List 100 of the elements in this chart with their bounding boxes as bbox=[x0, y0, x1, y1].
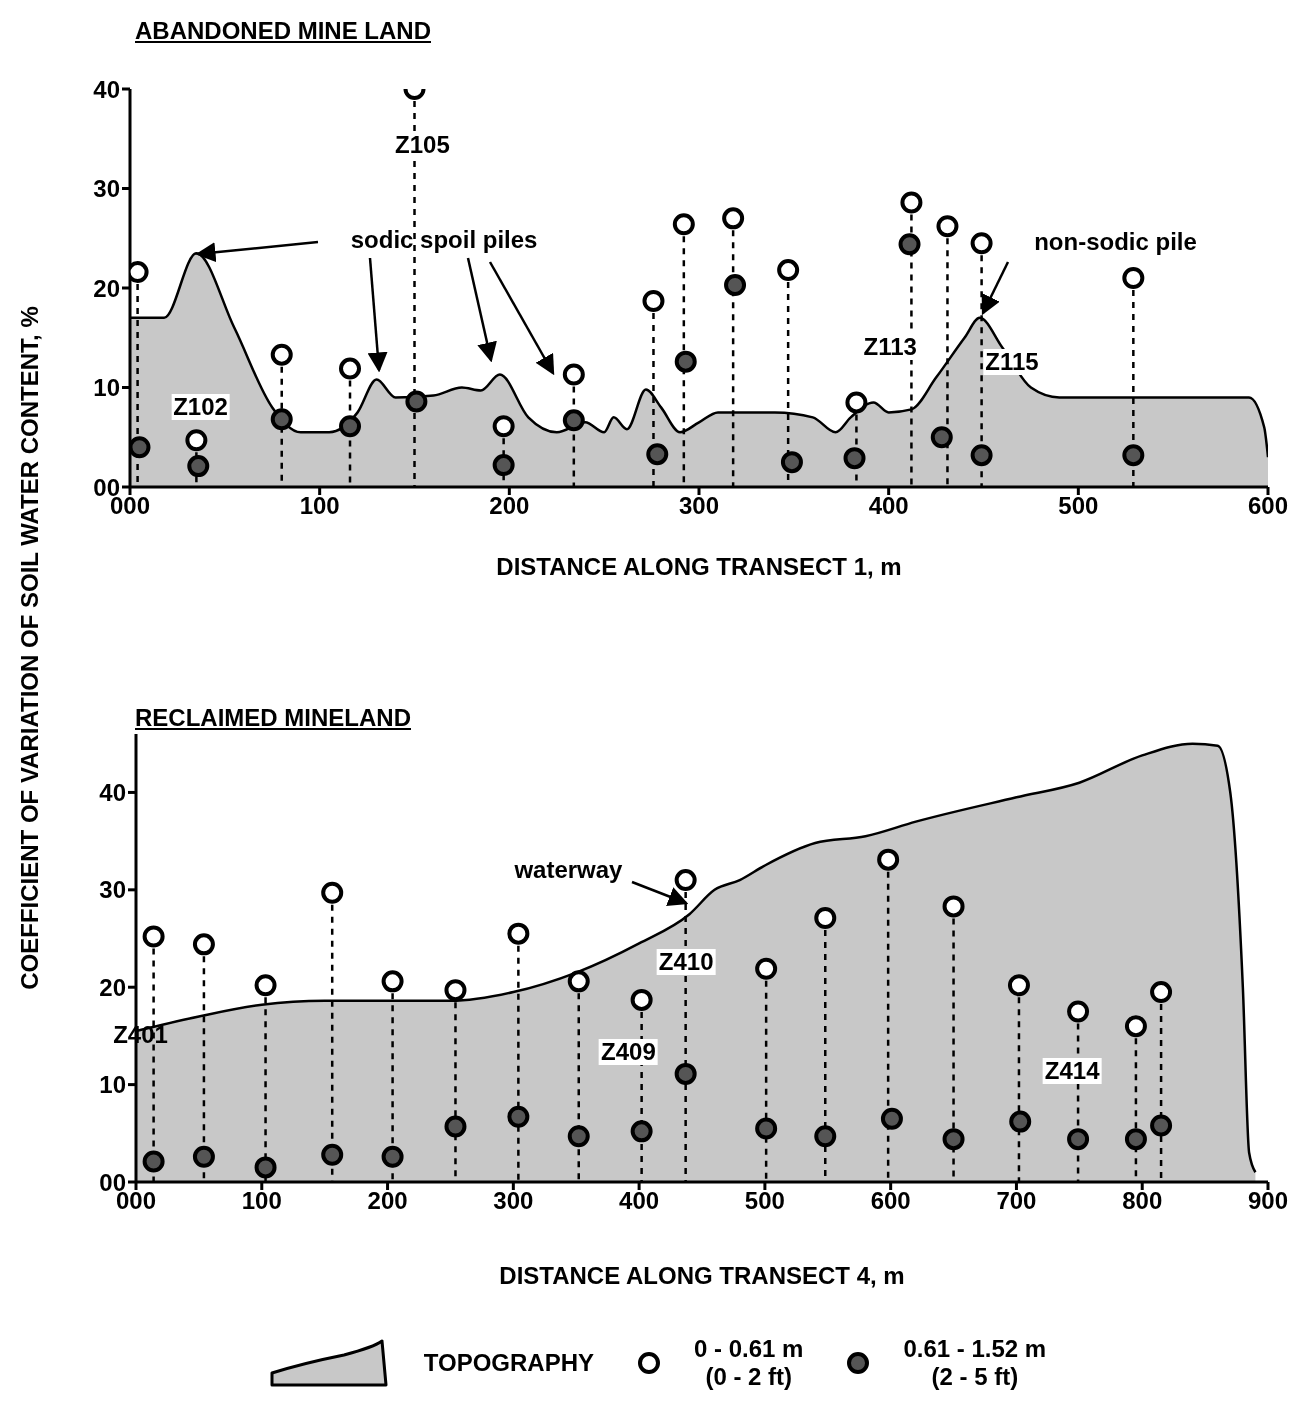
point bbox=[405, 390, 428, 413]
point bbox=[900, 191, 923, 214]
y-tick-label: 20 bbox=[99, 973, 126, 1001]
annotation: non-sodic pile bbox=[1033, 227, 1198, 255]
point bbox=[877, 848, 900, 871]
point bbox=[724, 274, 747, 297]
point bbox=[674, 869, 697, 892]
annotation: Z105 bbox=[393, 131, 452, 159]
point bbox=[898, 233, 921, 256]
point bbox=[270, 408, 293, 431]
annotation: Z113 bbox=[861, 332, 919, 360]
point bbox=[722, 207, 745, 230]
x-axis-title: DISTANCE ALONG TRANSECT 4, m bbox=[499, 1262, 905, 1289]
legend-label: 0 - 0.61 m (0 - 2 ft) bbox=[694, 1335, 804, 1391]
point bbox=[1009, 1110, 1032, 1133]
annotation: Z414 bbox=[1042, 1056, 1102, 1084]
legend-label: 0.61 - 1.52 m (2 - 5 ft) bbox=[903, 1335, 1047, 1391]
x-tick-label: 300 bbox=[493, 1187, 534, 1215]
point bbox=[936, 215, 959, 238]
point bbox=[444, 979, 467, 1002]
point bbox=[646, 443, 669, 466]
chart-title: ABANDONED MINE LAND bbox=[135, 17, 431, 45]
point bbox=[1007, 974, 1030, 997]
annotation: sodic spoil piles bbox=[349, 225, 539, 253]
point bbox=[630, 988, 653, 1011]
annotation: Z409 bbox=[599, 1038, 658, 1066]
point bbox=[970, 444, 993, 467]
point bbox=[755, 957, 778, 980]
point bbox=[777, 259, 800, 282]
point bbox=[562, 363, 585, 386]
y-tick-label: 10 bbox=[99, 1071, 126, 1099]
x-tick-label: 600 bbox=[1247, 492, 1289, 520]
x-tick-label: 300 bbox=[678, 492, 720, 520]
point bbox=[1122, 444, 1145, 467]
point bbox=[1067, 1000, 1090, 1023]
point bbox=[567, 970, 590, 993]
point bbox=[130, 436, 151, 459]
point bbox=[254, 1156, 277, 1179]
point bbox=[1124, 1128, 1147, 1151]
point bbox=[1150, 981, 1173, 1004]
x-tick-label: 700 bbox=[996, 1187, 1037, 1215]
point bbox=[880, 1107, 903, 1130]
point bbox=[672, 213, 695, 236]
x-tick-label: 200 bbox=[489, 492, 530, 520]
x-axis-title: DISTANCE ALONG TRANSECT 1, m bbox=[496, 553, 902, 580]
point bbox=[339, 415, 362, 438]
point bbox=[507, 922, 530, 945]
point bbox=[444, 1115, 467, 1138]
point bbox=[814, 1125, 837, 1148]
point bbox=[942, 1128, 965, 1151]
x-tick-label: 100 bbox=[241, 1187, 282, 1215]
point bbox=[187, 455, 210, 478]
chart-title: RECLAIMED MINELAND bbox=[135, 704, 411, 732]
y-tick-label: 40 bbox=[93, 75, 120, 103]
point bbox=[674, 1062, 697, 1085]
y-tick-label: 30 bbox=[93, 175, 120, 203]
x-tick-label: 800 bbox=[1122, 1187, 1163, 1215]
point bbox=[755, 1117, 778, 1140]
x-tick-label: 400 bbox=[619, 1187, 660, 1215]
x-tick-label: 500 bbox=[744, 1187, 785, 1215]
annotation: Z102 bbox=[171, 393, 230, 421]
y-tick-label: 30 bbox=[99, 876, 126, 904]
x-tick-label: 400 bbox=[868, 492, 909, 520]
point bbox=[942, 895, 965, 918]
point bbox=[843, 447, 866, 470]
point bbox=[321, 881, 344, 904]
point bbox=[381, 970, 404, 993]
point bbox=[1067, 1128, 1090, 1151]
point bbox=[1150, 1114, 1173, 1137]
point bbox=[142, 1150, 165, 1173]
point bbox=[492, 415, 515, 438]
point bbox=[642, 289, 665, 312]
point bbox=[630, 1120, 653, 1143]
x-tick-label: 200 bbox=[367, 1187, 408, 1215]
point bbox=[1124, 1015, 1147, 1038]
point bbox=[254, 974, 277, 997]
point bbox=[192, 933, 215, 956]
y-tick-label: 10 bbox=[93, 374, 120, 402]
annotation: Z410 bbox=[656, 948, 716, 976]
y-tick-label: 20 bbox=[93, 274, 120, 302]
point bbox=[780, 451, 803, 474]
x-tick-label: 100 bbox=[299, 492, 340, 520]
x-tick-label: 500 bbox=[1058, 492, 1099, 520]
point bbox=[192, 1145, 215, 1168]
point bbox=[1122, 267, 1145, 290]
point bbox=[562, 409, 585, 432]
point bbox=[492, 454, 515, 477]
point bbox=[970, 232, 993, 255]
point bbox=[339, 357, 362, 380]
y-axis-title: COEFFICIENT OF VARIATION OF SOIL WATER CONTENT, % bbox=[16, 306, 44, 990]
point bbox=[321, 1143, 344, 1166]
point bbox=[142, 925, 165, 948]
point bbox=[270, 343, 293, 366]
point bbox=[930, 426, 953, 449]
point bbox=[507, 1105, 530, 1128]
point bbox=[185, 429, 208, 452]
point bbox=[814, 907, 837, 930]
point bbox=[845, 391, 868, 414]
y-tick-label: 40 bbox=[99, 778, 126, 806]
x-tick-label: 900 bbox=[1247, 1187, 1289, 1215]
